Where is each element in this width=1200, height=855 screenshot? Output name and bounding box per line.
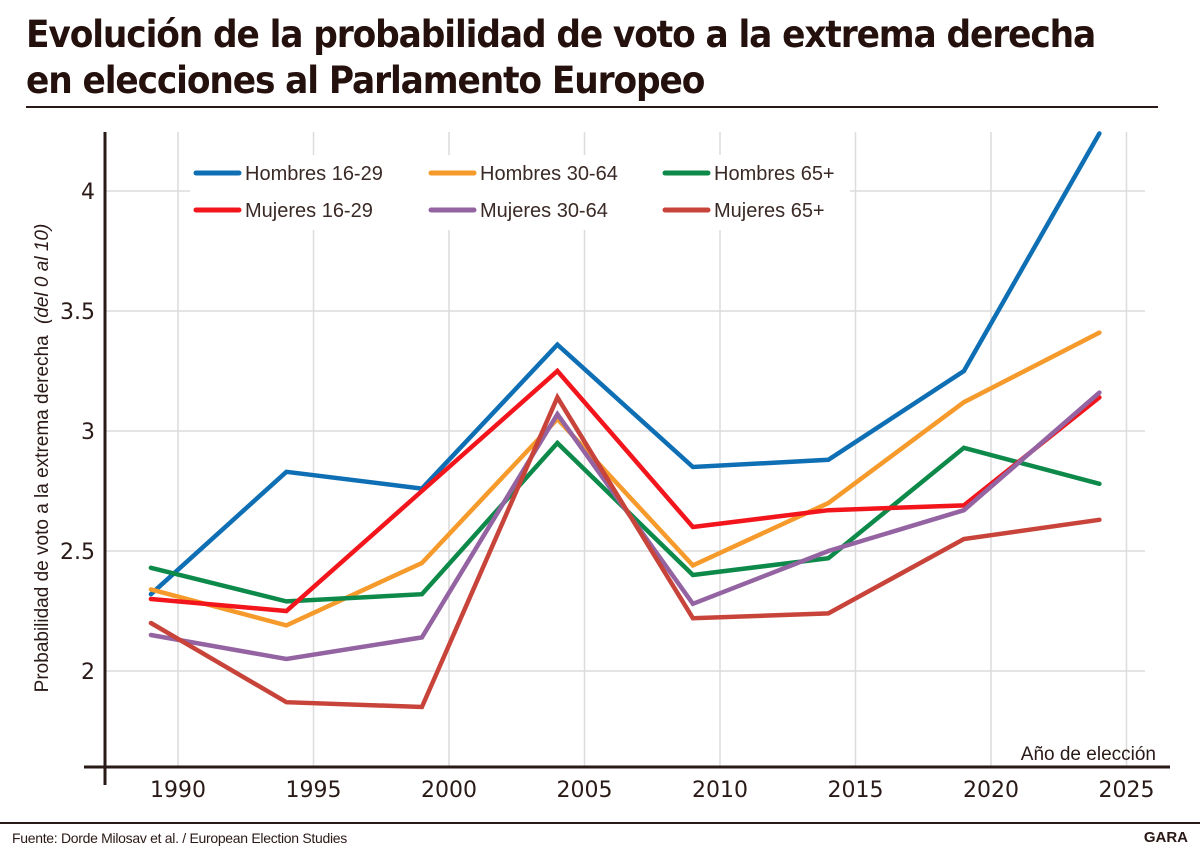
line-chart: 2 2.5 3 3.5 4 1990 1995 2000 2005 2010 2015 2020 20… [32,131,1170,803]
x-tick-label: 2025 [1099,778,1155,803]
chart-title: Evolución de la probabilidad de voto a l… [26,13,1096,102]
x-tick-label: 2010 [692,778,748,803]
axes [84,132,1170,785]
y-axis-label-scale: (del 0 al 10) [32,224,53,324]
y-tick-label: 4 [81,180,95,205]
y-tick-label: 2 [81,660,95,685]
legend-item: Mujeres 65+ [662,200,825,222]
y-tick-label: 3 [81,420,95,445]
legend-label: Mujeres 30-64 [480,200,608,222]
legend-item: Hombres 16-29 [193,163,383,185]
y-tick-labels: 2 2.5 3 3.5 4 [60,180,95,685]
x-tick-label: 1995 [286,778,342,803]
grid [105,132,1145,767]
x-axis-label: Año de elección [1021,744,1156,765]
x-tick-label: 1990 [150,778,206,803]
legend-label: Hombres 65+ [714,163,835,185]
series-line-hombres-65plus [148,439,1102,604]
y-tick-label: 3.5 [60,300,95,325]
series-line-hombres-30-64 [148,330,1102,628]
x-tick-labels: 1990 1995 2000 2005 2010 2015 2020 2025 [150,778,1155,803]
series-line-hombres-16-29 [148,131,1102,597]
x-tick-label: 2015 [828,778,884,803]
legend-label: Hombres 30-64 [480,163,618,185]
series-line-mujeres-65plus [148,392,1102,710]
series-line-mujeres-16-29 [148,367,1102,614]
series-line-mujeres-30-64 [148,390,1102,662]
legend-item: Mujeres 30-64 [428,200,608,222]
x-tick-label: 2000 [421,778,477,803]
legend-label: Mujeres 65+ [714,200,825,222]
brand-logo: GARA [1143,829,1188,846]
series-lines [148,131,1102,710]
y-tick-label: 2.5 [60,540,95,565]
x-tick-label: 2020 [963,778,1019,803]
legend-item: Hombres 65+ [662,163,835,185]
y-axis-label-main: Probabilidad de voto a la extrema derech… [32,335,53,692]
x-tick-label: 2005 [557,778,613,803]
legend-background [190,155,850,230]
legend: Hombres 16-29 Hombres 30-64 Hombres 65+ Muj… [190,155,850,230]
legend-item: Hombres 30-64 [428,163,618,185]
footer-divider [0,822,1200,824]
legend-label: Mujeres 16-29 [245,200,373,222]
legend-item: Mujeres 16-29 [193,200,373,222]
legend-label: Hombres 16-29 [245,163,383,185]
title-divider [26,106,1158,108]
source-note: Fuente: Dorde Milosav et al. / European … [12,830,347,846]
y-axis-label: Probabilidad de voto a la extrema derech… [32,224,53,693]
